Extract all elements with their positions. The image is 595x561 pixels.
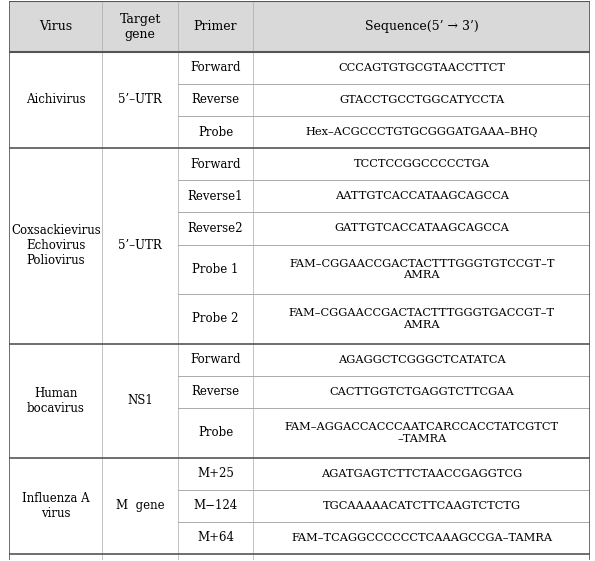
Text: Reverse2: Reverse2	[188, 222, 243, 235]
Text: Primer: Primer	[194, 20, 237, 33]
Text: Target
gene: Target gene	[120, 12, 161, 40]
Text: Virus: Virus	[39, 20, 73, 33]
Text: CCCAGTGTGCGTAACCTTCT: CCCAGTGTGCGTAACCTTCT	[339, 63, 505, 73]
Text: Probe: Probe	[198, 426, 233, 439]
Text: Probe 1: Probe 1	[192, 263, 239, 276]
Text: TGCAAAAACATCTTCAAGTCTCTG: TGCAAAAACATCTTCAAGTCTCTG	[322, 501, 521, 511]
Text: M+64: M+64	[197, 531, 234, 545]
Text: Reverse: Reverse	[192, 385, 240, 398]
Text: Aichivirus: Aichivirus	[26, 93, 86, 107]
Text: 5’–UTR: 5’–UTR	[118, 93, 162, 107]
Bar	[10, 1, 590, 52]
Text: TCCTCCGGCCCCCTGA: TCCTCCGGCCCCCTGA	[354, 159, 490, 169]
Text: Hex–ACGCCCTGTGCGGGATGAAA–BHQ: Hex–ACGCCCTGTGCGGGATGAAA–BHQ	[306, 127, 538, 137]
Text: M−124: M−124	[193, 499, 238, 512]
Bar	[10, 458, 590, 554]
Text: Probe 2: Probe 2	[192, 312, 239, 325]
Bar	[10, 52, 590, 148]
Text: Forward: Forward	[190, 353, 241, 366]
Text: M+25: M+25	[197, 467, 234, 480]
Text: Forward: Forward	[190, 158, 241, 171]
Text: GTACCTGCCTGGCATYCCTA: GTACCTGCCTGGCATYCCTA	[339, 95, 505, 105]
Text: 5’–UTR: 5’–UTR	[118, 240, 162, 252]
Text: Influenza A
virus: Influenza A virus	[22, 492, 90, 520]
Text: GATTGTCACCATAAGCAGCCA: GATTGTCACCATAAGCAGCCA	[334, 223, 509, 233]
Text: Forward: Forward	[190, 61, 241, 74]
Text: AATTGTCACCATAAGCAGCCA: AATTGTCACCATAAGCAGCCA	[335, 191, 509, 201]
Text: M  gene: M gene	[116, 499, 164, 512]
Text: AGATGAGTCTTCTAACCGAGGTCG: AGATGAGTCTTCTAACCGAGGTCG	[321, 468, 522, 479]
Text: Coxsackievirus
Echovirus
Poliovirus: Coxsackievirus Echovirus Poliovirus	[11, 224, 101, 268]
Text: Human
bocavirus: Human bocavirus	[27, 387, 84, 415]
Bar	[10, 344, 590, 458]
Text: FAM–AGGACCACCCAATCARCCACCTATCGTCT
–TAMRA: FAM–AGGACCACCCAATCARCCACCTATCGTCT –TAMRA	[285, 422, 559, 444]
Text: AGAGGCTCGGGCTCATATCA: AGAGGCTCGGGCTCATATCA	[338, 355, 506, 365]
Text: FAM–CGGAACCGACTACTTTGGGTGTCCGT–T
AMRA: FAM–CGGAACCGACTACTTTGGGTGTCCGT–T AMRA	[289, 259, 555, 280]
Text: Sequence(5’ → 3’): Sequence(5’ → 3’)	[365, 20, 479, 33]
Text: FAM–TCAGGCCCCCCTCAAAGCCGA–TAMRA: FAM–TCAGGCCCCCCTCAAAGCCGA–TAMRA	[291, 533, 552, 543]
Text: Probe: Probe	[198, 126, 233, 139]
Bar	[10, 148, 590, 344]
Text: FAM–CGGAACCGACTACTTTGGGTGACCGT–T
AMRA: FAM–CGGAACCGACTACTTTGGGTGACCGT–T AMRA	[289, 308, 555, 330]
Text: CACTTGGTCTGAGGTCTTCGAA: CACTTGGTCTGAGGTCTTCGAA	[330, 387, 514, 397]
Text: NS1: NS1	[127, 394, 153, 407]
Text: Reverse1: Reverse1	[188, 190, 243, 203]
Text: Reverse: Reverse	[192, 93, 240, 107]
